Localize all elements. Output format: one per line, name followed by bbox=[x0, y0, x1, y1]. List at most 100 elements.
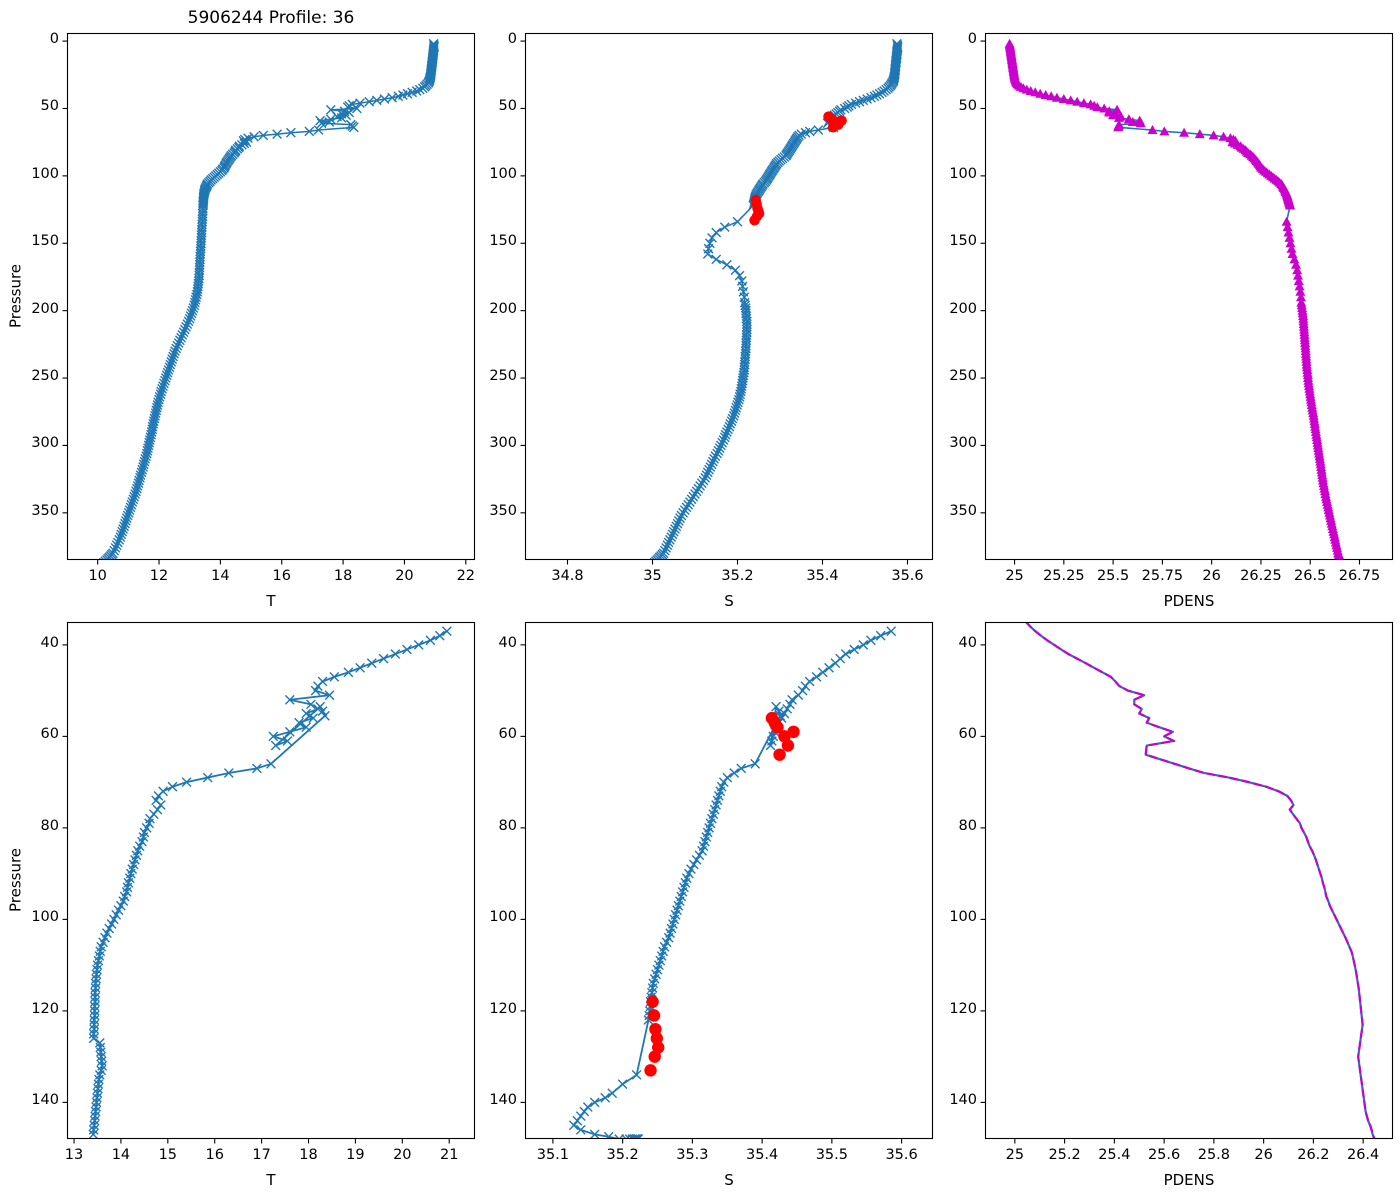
plot-panel-top-salinity bbox=[520, 32, 934, 565]
plot-panel-top-temperature bbox=[62, 32, 476, 565]
y-tick-label: 350 bbox=[489, 502, 517, 519]
plot-panel-bottom-temperature bbox=[62, 621, 476, 1144]
x-tick-label: 12 bbox=[149, 568, 169, 584]
y-tick-label: 120 bbox=[949, 1000, 977, 1017]
series-markers-s-flagged bbox=[644, 711, 800, 1077]
y-tick-label: 100 bbox=[949, 909, 977, 926]
y-tick-label: 100 bbox=[489, 909, 517, 926]
series-markers-t bbox=[88, 626, 452, 1139]
y-tick-label: 250 bbox=[489, 368, 517, 385]
x-tick-label: 26 bbox=[1254, 1147, 1273, 1163]
y-tick-label: 40 bbox=[40, 634, 59, 651]
y-tick-label: 40 bbox=[958, 634, 977, 651]
x-tick-label: 34.8 bbox=[551, 568, 584, 584]
y-tick-label: 0 bbox=[507, 31, 517, 48]
x-axis-label: T bbox=[266, 592, 276, 610]
y-tick-label: 150 bbox=[949, 233, 977, 250]
x-tick-label: 16 bbox=[205, 1147, 224, 1163]
x-tick-label: 21 bbox=[439, 1147, 459, 1163]
y-tick-label: 60 bbox=[40, 726, 59, 743]
plot-panel-top-pdens bbox=[980, 32, 1394, 565]
plot-area-bottom-salinity bbox=[520, 621, 934, 1144]
y-tick-label: 80 bbox=[498, 817, 517, 834]
series-line-s bbox=[656, 43, 899, 560]
plot-area-bottom-pdens bbox=[980, 621, 1394, 1144]
x-tick-label: 25 bbox=[1005, 568, 1024, 584]
x-tick-label: 35.3 bbox=[676, 1147, 709, 1163]
figure-title: 5906244 Profile: 36 bbox=[187, 8, 355, 28]
y-tick-label: 200 bbox=[489, 300, 517, 317]
y-tick-label: 0 bbox=[967, 31, 977, 48]
x-tick-label: 18 bbox=[299, 1147, 318, 1163]
series-overlay-line bbox=[1024, 622, 1377, 1139]
y-tick-label: 40 bbox=[498, 634, 517, 651]
x-tick-label: 25.4 bbox=[1098, 1147, 1131, 1163]
y-tick-label: 120 bbox=[489, 1000, 517, 1017]
x-tick-label: 19 bbox=[346, 1147, 365, 1163]
series-markers-s bbox=[568, 626, 897, 1139]
series-markers-t bbox=[97, 38, 440, 560]
x-tick-label: 14 bbox=[211, 568, 230, 584]
axes-frame bbox=[524, 621, 934, 1140]
x-tick-label: 25.6 bbox=[1147, 1147, 1181, 1163]
plot-area-top-temperature bbox=[62, 32, 476, 565]
y-tick-label: 0 bbox=[49, 31, 59, 48]
series-underlay-line bbox=[1008, 42, 1343, 560]
y-tick-label: 50 bbox=[958, 98, 977, 115]
y-tick-label: 250 bbox=[31, 368, 59, 385]
plot-area-bottom-temperature bbox=[62, 621, 476, 1144]
x-axis-label: S bbox=[724, 592, 734, 610]
x-axis-label: PDENS bbox=[1163, 1171, 1215, 1189]
y-tick-label: 120 bbox=[31, 1000, 59, 1017]
x-tick-label: 26.4 bbox=[1346, 1147, 1380, 1163]
y-tick-label: 350 bbox=[949, 502, 977, 519]
x-tick-label: 26.75 bbox=[1338, 568, 1381, 584]
x-tick-label: 35.6 bbox=[891, 568, 924, 584]
y-tick-label: 140 bbox=[489, 1092, 517, 1109]
axes-frame bbox=[984, 621, 1394, 1140]
x-tick-label: 25.5 bbox=[1096, 568, 1130, 584]
x-tick-label: 22 bbox=[456, 568, 476, 584]
plot-area-top-salinity bbox=[520, 32, 934, 565]
y-tick-label: 60 bbox=[498, 726, 517, 743]
axes-frame bbox=[524, 32, 934, 561]
x-axis-label: T bbox=[266, 1171, 276, 1189]
x-tick-label: 26.25 bbox=[1240, 568, 1282, 584]
x-tick-label: 17 bbox=[252, 1147, 271, 1163]
x-tick-label: 25.75 bbox=[1141, 568, 1184, 584]
x-tick-label: 14 bbox=[111, 1147, 131, 1163]
series-markers-pdens bbox=[1004, 38, 1345, 560]
y-tick-label: 300 bbox=[489, 435, 517, 452]
y-axis-label: Pressure bbox=[6, 263, 24, 328]
axes-frame bbox=[66, 621, 476, 1140]
y-tick-label: 140 bbox=[31, 1092, 59, 1109]
y-tick-label: 300 bbox=[949, 435, 977, 452]
x-axis-label: S bbox=[724, 1171, 734, 1189]
axes-frame bbox=[984, 32, 1394, 561]
x-tick-label: 25.8 bbox=[1197, 1147, 1231, 1163]
x-tick-label: 20 bbox=[395, 568, 414, 584]
y-tick-label: 100 bbox=[31, 909, 59, 926]
x-tick-label: 18 bbox=[333, 568, 353, 584]
y-tick-label: 80 bbox=[40, 817, 59, 834]
x-tick-label: 10 bbox=[88, 568, 107, 584]
y-tick-label: 300 bbox=[31, 435, 59, 452]
series-markers-s-flagged bbox=[749, 111, 847, 226]
y-tick-label: 50 bbox=[40, 98, 59, 115]
x-tick-label: 13 bbox=[64, 1147, 84, 1163]
x-tick-label: 25 bbox=[1005, 1147, 1025, 1163]
y-tick-label: 150 bbox=[31, 233, 59, 250]
x-tick-label: 16 bbox=[272, 568, 291, 584]
x-tick-label: 35 bbox=[643, 568, 662, 584]
y-tick-label: 100 bbox=[949, 165, 977, 182]
y-tick-label: 200 bbox=[31, 300, 59, 317]
y-tick-label: 250 bbox=[949, 368, 977, 385]
x-tick-label: 25.25 bbox=[1043, 568, 1085, 584]
x-tick-label: 35.6 bbox=[885, 1147, 918, 1163]
y-tick-label: 100 bbox=[489, 165, 517, 182]
x-tick-label: 35.2 bbox=[606, 1147, 639, 1163]
x-tick-label: 20 bbox=[393, 1147, 412, 1163]
x-axis-label: PDENS bbox=[1163, 592, 1215, 610]
y-tick-label: 80 bbox=[958, 817, 977, 834]
